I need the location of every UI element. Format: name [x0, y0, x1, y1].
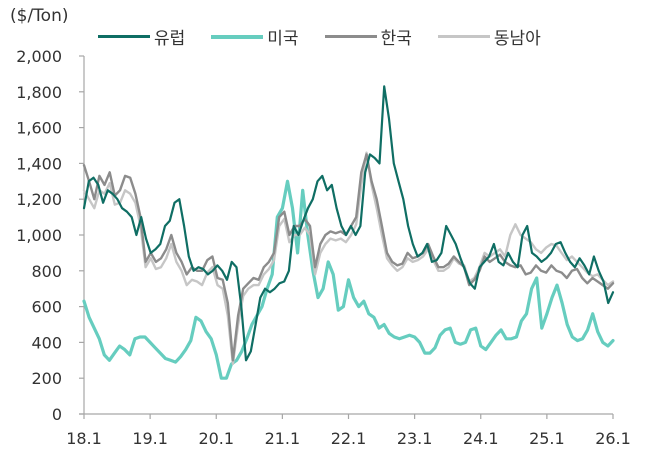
legend-label-korea: 한국	[380, 29, 412, 49]
legend-swatch-europe	[98, 35, 150, 38]
legend-label-southeast-asia: 동남아	[493, 29, 541, 49]
legend-item-korea: 한국	[324, 24, 412, 49]
y-tick-label: 0	[52, 405, 62, 424]
series-lines	[82, 85, 615, 380]
legend-item-southeast-asia: 동남아	[437, 24, 541, 49]
y-tick-label: 1,800	[16, 83, 62, 102]
y-tick-label: 200	[31, 369, 62, 388]
y-tick-label: 400	[31, 333, 62, 352]
legend-swatch-southeast-asia	[437, 35, 490, 38]
x-tick-label: 23.1	[397, 429, 433, 448]
y-tick-label: 1,400	[16, 154, 62, 173]
x-tick-label: 25.1	[529, 429, 565, 448]
legend: 유럽 미국 한국 동남아	[98, 24, 567, 49]
legend-label-europe: 유럽	[154, 29, 186, 49]
legend-swatch-korea	[324, 35, 377, 38]
x-tick-label: 20.1	[198, 429, 234, 448]
y-axis-unit-label: ($/Ton)	[10, 6, 69, 26]
legend-label-usa: 미국	[267, 29, 299, 49]
y-tick-label: 800	[31, 262, 62, 281]
y-tick-label: 1,000	[16, 226, 62, 245]
legend-item-usa: 미국	[211, 24, 299, 49]
series-line-usa	[82, 179, 615, 380]
series-line-korea	[82, 153, 615, 362]
x-tick-label: 19.1	[132, 429, 168, 448]
y-tick-label: 2,000	[16, 47, 62, 66]
y-tick-label: 600	[31, 298, 62, 317]
x-tick-label: 26.1	[595, 429, 631, 448]
series-line-europe	[82, 85, 615, 362]
legend-item-europe: 유럽	[98, 24, 185, 49]
series-line-southeast-asia	[82, 151, 615, 366]
y-tick-label: 1,200	[16, 190, 62, 209]
y-tick-label: 1,600	[16, 119, 62, 138]
legend-swatch-usa	[211, 34, 264, 39]
axes: 0 200 400 600 800 1,000 1,200 1,400 1,600 1,800 2,…	[16, 47, 631, 448]
x-tick-label: 24.1	[463, 429, 499, 448]
x-tick-label: 18.1	[66, 429, 102, 448]
x-tick-label: 22.1	[331, 429, 367, 448]
x-tick-label: 21.1	[265, 429, 301, 448]
